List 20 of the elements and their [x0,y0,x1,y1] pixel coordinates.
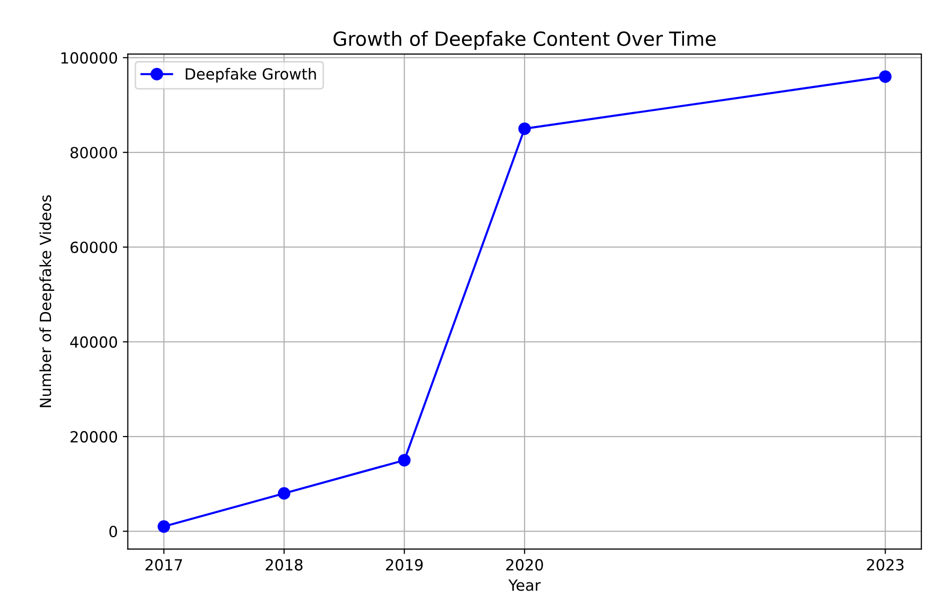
point [158,520,170,533]
x-tick-label: 2017 [146,559,182,571]
y-axis-title: Number of Deepfake Videos [39,195,54,408]
x-tick-label: 2018 [266,559,302,571]
x-tick-label: 2019 [386,559,423,571]
y-tick-label: 100000 [61,52,118,64]
point [278,487,290,500]
point [518,122,531,135]
x-tick-label: 2023 [866,559,904,571]
y-tick-label: 0 [109,526,118,538]
y-tick-label: 20000 [70,431,118,443]
x-axis-title: Year [508,580,541,591]
x-tick-label: 2020 [506,559,544,571]
y-tick-label: 80000 [70,146,118,158]
y-tick-label: 60000 [70,242,118,254]
point [879,70,892,83]
point [398,454,411,466]
y-tick-label: 40000 [70,336,118,348]
legend-label: Deepfake Growth [186,68,316,83]
chart-title: Growth of Deepfake Content Over Time [334,31,716,50]
